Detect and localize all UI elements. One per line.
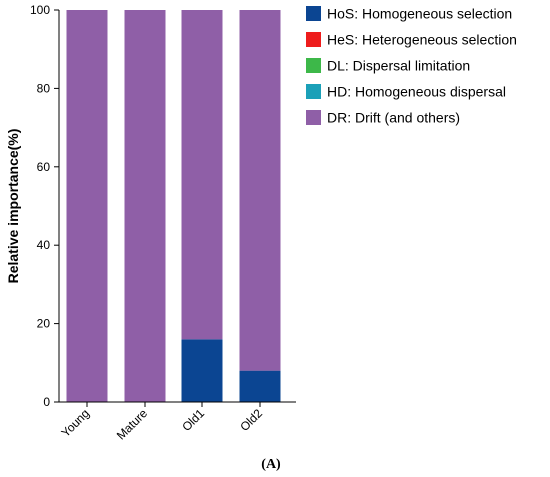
legend-label-dl: DL: Dispersal limitation <box>327 58 470 74</box>
y-tick-label-40: 40 <box>37 238 51 252</box>
x-tick-label-young: Young <box>58 406 92 440</box>
y-axis-ticks: 0 20 40 60 80 100 <box>30 3 59 409</box>
legend-label-hd: HD: Homogeneous dispersal <box>327 84 506 100</box>
y-tick-label-20: 20 <box>37 317 51 331</box>
legend-swatch-hes <box>306 32 321 47</box>
y-axis-title: Relative importance(%) <box>5 129 21 284</box>
legend-label-dr: DR: Drift (and others) <box>327 110 460 126</box>
legend-swatch-hos <box>306 6 321 21</box>
legend-label-hos: HoS: Homogeneous selection <box>327 6 512 22</box>
bars-group <box>66 10 281 402</box>
bar-old1-hos <box>181 339 223 402</box>
bar-mature-dr <box>124 10 166 402</box>
x-tick-label-old2: Old2 <box>237 406 265 434</box>
legend-swatch-dl <box>306 58 321 73</box>
legend-label-hes: HeS: Heterogeneous selection <box>327 32 517 48</box>
x-axis-ticks: Young Mature Old1 Old2 <box>58 402 265 443</box>
bar-old2-dr <box>239 10 281 371</box>
y-tick-label-80: 80 <box>37 81 51 95</box>
y-tick-label-100: 100 <box>30 3 50 17</box>
bar-young-dr <box>66 10 108 402</box>
bar-old2-hos <box>239 370 281 402</box>
legend: HoS: Homogeneous selection HeS: Heterogen… <box>306 6 517 126</box>
x-tick-label-mature: Mature <box>114 406 151 443</box>
bar-old1-dr <box>181 10 223 340</box>
legend-swatch-dr <box>306 110 321 125</box>
panel-label: (A) <box>261 457 281 472</box>
legend-swatch-hd <box>306 84 321 99</box>
y-tick-label-60: 60 <box>37 160 51 174</box>
x-tick-label-old1: Old1 <box>179 406 207 434</box>
y-tick-label-0: 0 <box>43 395 50 409</box>
